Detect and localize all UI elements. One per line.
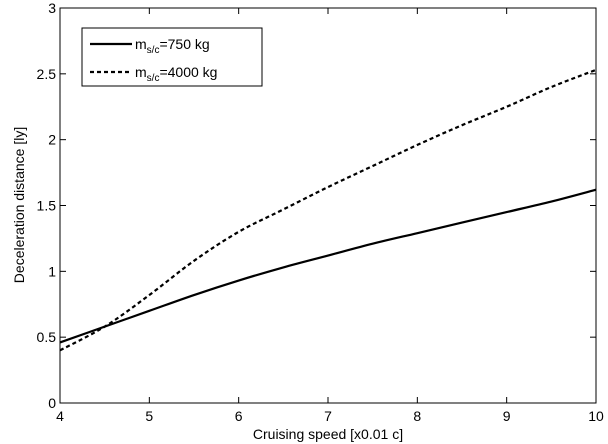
y-tick-label: 1: [48, 263, 56, 279]
legend: ms/c=750 kg ms/c=4000 kg: [81, 27, 263, 87]
x-tick-label: 4: [56, 408, 64, 424]
legend-entry-750-rest: =750 kg: [159, 36, 209, 52]
x-axis-label: Cruising speed [x0.01 c]: [253, 426, 403, 442]
series-line-4000kg: [59, 68, 597, 352]
x-tick-label: 8: [413, 408, 421, 424]
legend-entry-4000-sub: s/c: [147, 73, 160, 84]
legend-entry-4000: ms/c=4000 kg: [135, 64, 217, 84]
series-line-750kg: [59, 188, 597, 344]
legend-entry-4000-rest: =4000 kg: [159, 64, 217, 80]
legend-entry-750-main: m: [135, 36, 147, 52]
legend-entry-750-sub: s/c: [147, 45, 160, 56]
x-tick-label: 7: [324, 408, 332, 424]
legend-box: [81, 27, 263, 87]
x-tick-label: 10: [588, 408, 604, 424]
y-tick-label: 3: [48, 0, 56, 16]
series-lines: [59, 68, 597, 352]
legend-entry-750: ms/c=750 kg: [135, 36, 210, 56]
y-tick-label: 0: [48, 395, 56, 411]
y-axis-label: Deceleration distance [ly]: [11, 127, 27, 283]
legend-entry-4000-main: m: [135, 64, 147, 80]
x-tick-label: 9: [503, 408, 511, 424]
x-tick-label: 6: [235, 408, 243, 424]
y-tick-label: 0.5: [37, 329, 57, 345]
x-tick-label: 5: [145, 408, 153, 424]
y-tick-label: 2: [48, 132, 56, 148]
y-tick-label: 2.5: [37, 66, 57, 82]
y-tick-label: 1.5: [37, 198, 57, 214]
axis-ticks: 4 5 6 7 8 9 10 0 0.5 1 1.5 2 2.5 3: [37, 0, 604, 424]
